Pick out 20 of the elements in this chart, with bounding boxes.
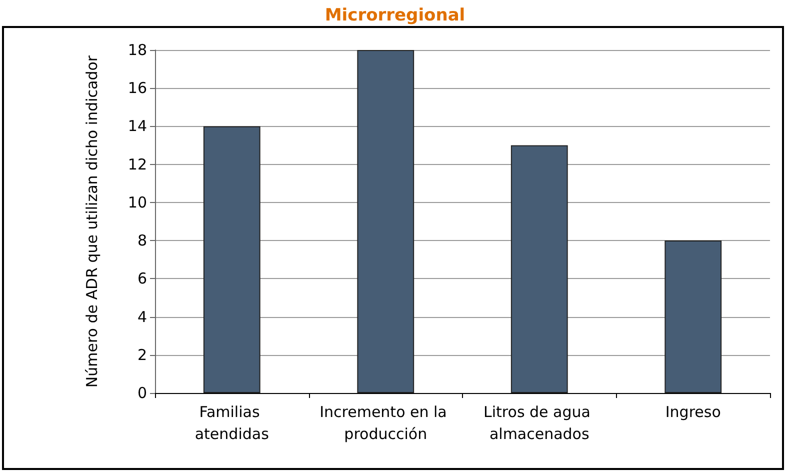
x-tick-label: Ingreso	[665, 403, 721, 421]
y-tick-label: 2	[137, 346, 147, 364]
y-tick-label: 6	[137, 270, 147, 288]
y-tick-label: 4	[137, 308, 147, 326]
y-tick-label: 8	[137, 232, 147, 250]
x-tick-label: Litros de agua almacenados	[484, 403, 596, 443]
x-tick-label: Incremento en la producción	[320, 403, 452, 443]
bar	[357, 50, 414, 393]
bar	[203, 126, 260, 393]
y-tick-label: 0	[137, 384, 147, 402]
bar	[510, 145, 568, 393]
x-tick-label: Familias atendidas	[194, 403, 270, 443]
y-tick-label: 18	[128, 41, 147, 59]
y-tick-label: 14	[128, 117, 147, 136]
y-tick-label: 10	[128, 193, 147, 212]
y-tick-label: 12	[128, 155, 147, 174]
y-tick-label: 16	[128, 79, 147, 98]
chart-title: Microrregional	[324, 6, 466, 26]
bar	[664, 240, 722, 393]
y-axis-title: Número de ADR que utilizan dicho indicador	[83, 54, 101, 388]
